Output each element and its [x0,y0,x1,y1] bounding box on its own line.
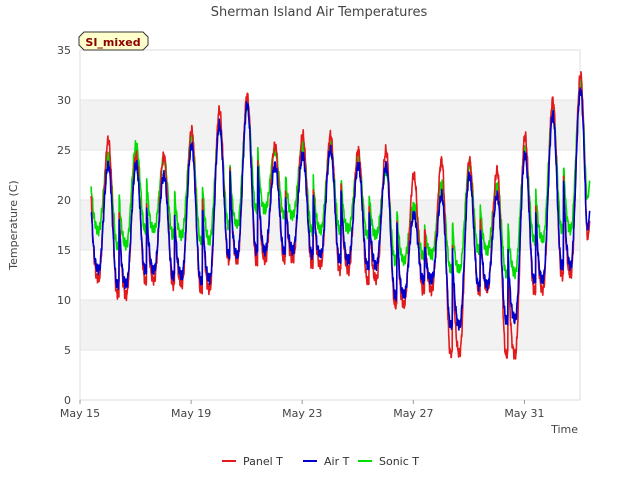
y-tick-label: 25 [57,144,71,157]
legend: Panel T Air T Sonic T [222,455,419,468]
y-tick-label: 20 [57,194,71,207]
grid-band [80,200,580,250]
legend-label: Air T [324,455,350,468]
y-tick-label: 30 [57,94,71,107]
x-tick-label: May 27 [393,407,433,420]
y-tick-label: 10 [57,294,71,307]
x-tick-label: May 23 [282,407,322,420]
y-tick-label: 5 [64,344,71,357]
grid-bands [80,49,580,401]
station-badge: SI_mixed [78,31,149,51]
series-lines [90,71,591,360]
y-tick-label: 35 [57,44,71,57]
badge-box [78,31,149,51]
badge-label: SI_mixed [85,36,140,49]
y-tick-label: 15 [57,244,71,257]
x-tick-label: May 19 [171,407,211,420]
legend-label: Panel T [243,455,283,468]
y-tick-labels: 0 5 10 15 20 25 30 35 [57,44,71,407]
plot-border [79,49,581,401]
y-tick-label: 0 [64,394,71,407]
y-axis-label: Temperature (C) [7,180,20,270]
legend-label: Sonic T [379,455,419,468]
x-axis-label: Time [550,423,578,436]
series-line-panel-t [90,71,591,360]
x-tick-labels: May 15 May 19 May 23 May 27 May 31 [60,400,545,420]
series-line-air-t [90,87,591,331]
x-tick-label: May 31 [504,407,544,420]
grid-band [80,300,580,350]
chart-title: Sherman Island Air Temperatures [211,5,428,20]
x-tick-label: May 15 [60,407,100,420]
